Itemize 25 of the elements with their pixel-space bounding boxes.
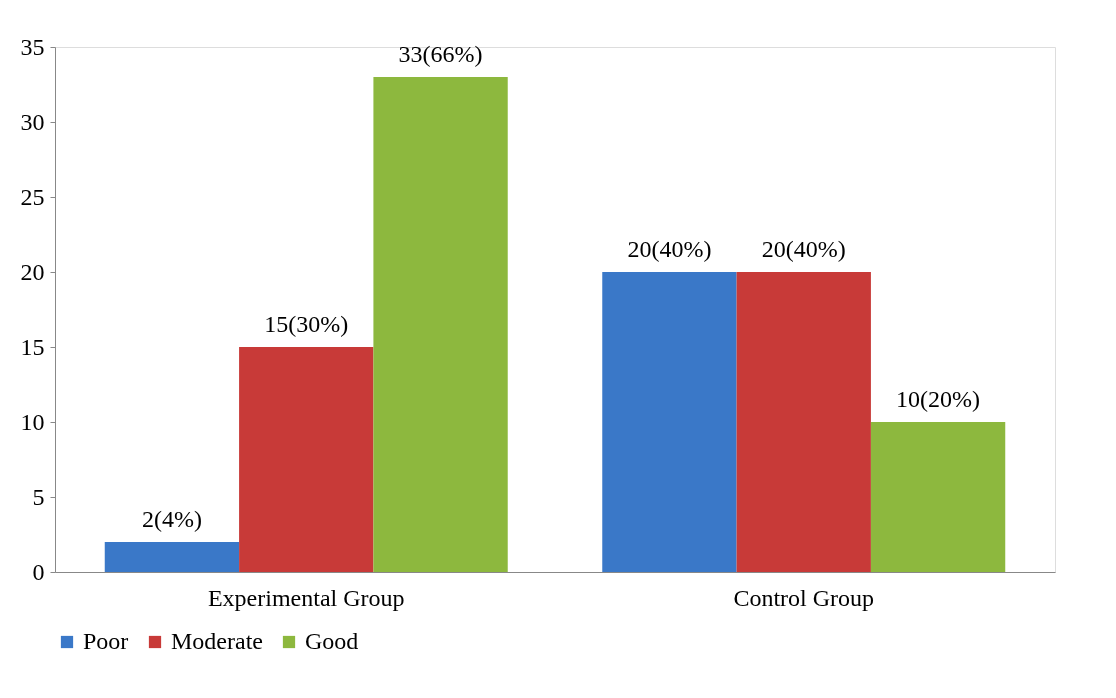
bar: [736, 272, 871, 572]
y-tick-label: 20: [20, 258, 45, 285]
bar: [104, 542, 240, 572]
bar: [239, 347, 374, 572]
y-tick-label: 30: [20, 108, 45, 135]
y-tick-label: 10: [20, 408, 45, 435]
data-label: 20(40%): [761, 236, 846, 262]
y-tick-label: 5: [32, 483, 45, 510]
y-tick-label: 15: [20, 333, 45, 360]
data-label: 20(40%): [627, 236, 712, 262]
data-label: 15(30%): [264, 311, 349, 337]
legend-label: Poor: [83, 628, 129, 654]
legend-label: Good: [305, 628, 359, 654]
x-tick-label: Control Group: [733, 584, 875, 611]
bar: [870, 422, 1006, 572]
data-label: 33(66%): [398, 41, 483, 67]
bar: [602, 272, 737, 572]
y-tick-label: 35: [20, 33, 45, 60]
y-tick-label: 0: [32, 558, 45, 585]
legend-label: Moderate: [171, 628, 263, 654]
y-tick-label: 25: [20, 183, 45, 210]
x-tick-label: Experimental Group: [207, 584, 405, 611]
data-label: 10(20%): [896, 386, 981, 412]
bar: [373, 77, 508, 572]
data-label: 2(4%): [141, 506, 202, 532]
